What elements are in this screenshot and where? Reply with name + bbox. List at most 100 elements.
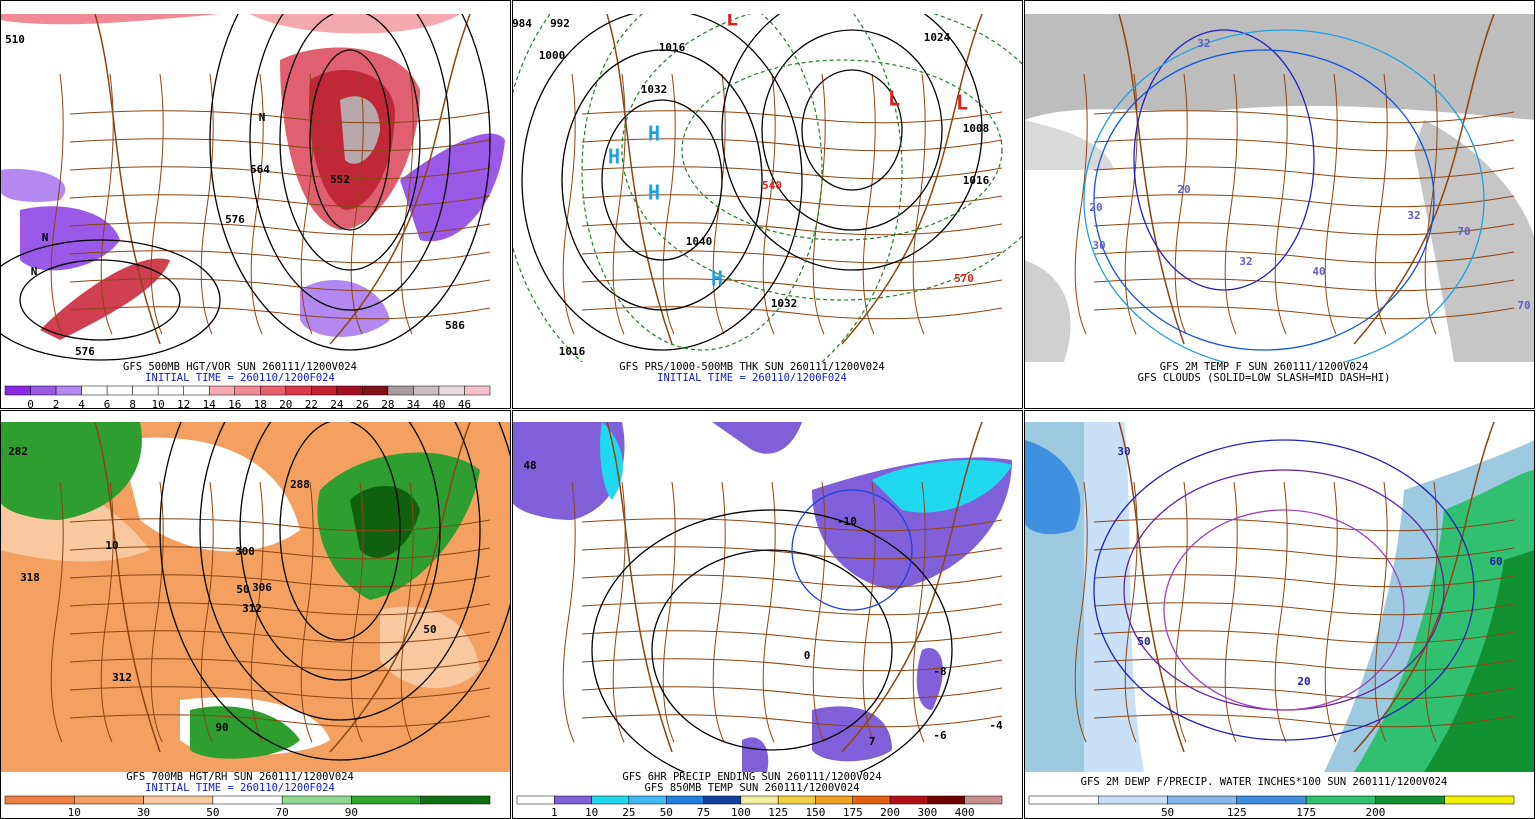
contour [801, 69, 903, 191]
boundary [581, 222, 1003, 236]
boundary [69, 138, 491, 152]
colorbar-segment [413, 385, 440, 396]
colorbar-label: 30 [137, 806, 150, 819]
contour [279, 422, 401, 641]
contour-label: 288 [290, 478, 310, 491]
contour [1083, 29, 1485, 362]
colorbar-label: 175 [843, 806, 863, 819]
colorbar-label: 200 [1365, 806, 1385, 819]
map: 30 50 20 60 [1024, 422, 1535, 772]
contour-label: 282 [8, 445, 28, 458]
boundary [300, 73, 314, 335]
contour [199, 422, 481, 721]
contour-label: N [42, 231, 49, 244]
contour [591, 509, 953, 772]
colorbar-segment [964, 795, 1003, 805]
shaded-area [300, 280, 390, 337]
boundary [581, 110, 1003, 124]
boundary [662, 481, 676, 743]
panel: 510 564 576 552 576 586 N N N GFS 500MB HGT/VOR S… [0, 0, 511, 411]
contour-label: N [31, 265, 38, 278]
colorbar-label: 18 [254, 398, 267, 411]
boundary [69, 714, 491, 728]
colorbar-label: 90 [345, 806, 358, 819]
coastline [94, 422, 471, 753]
colorbar-segment [815, 795, 854, 805]
colorbar-segment [4, 795, 75, 805]
contour-label: 1016 [659, 41, 686, 54]
boundary [812, 481, 826, 743]
caption: INITIAL TIME = 260110/1200F024 [657, 372, 847, 384]
boundary [581, 250, 1003, 264]
contour [19, 259, 181, 341]
boundary [581, 658, 1003, 672]
boundary [1424, 73, 1438, 335]
contour-label: 552 [330, 173, 350, 186]
panel-border [512, 0, 1023, 409]
contour-label: 1016 [559, 345, 586, 358]
contour-label: 10 [105, 539, 118, 552]
boundary [1093, 686, 1515, 700]
colorbar-segment [927, 795, 965, 805]
colorbar-label: 46 [458, 398, 471, 411]
contour-label: L [726, 7, 738, 31]
boundary [1093, 658, 1515, 672]
boundary [69, 306, 491, 320]
contour-label: 20 [1297, 675, 1310, 688]
shaded-area [916, 648, 943, 710]
contour-label: 40 [1312, 265, 1325, 278]
colorbar-segment [351, 795, 421, 805]
caption: INITIAL TIME = 260110/1200F024 [145, 782, 335, 794]
boundary [1093, 222, 1515, 236]
colorbar-label: 40 [432, 398, 445, 411]
boundary [1174, 73, 1188, 335]
boundary [562, 73, 576, 335]
colorbar-segment [285, 385, 312, 396]
boundary [912, 73, 926, 335]
boundary [862, 481, 876, 743]
boundary [1224, 481, 1238, 743]
contour [601, 99, 723, 261]
caption: GFS PRS/1000-500MB THK SUN 260111/1200V0… [619, 361, 885, 373]
colorbar-segment [30, 385, 57, 396]
contour-label: 70 [1517, 299, 1530, 312]
caption: INITIAL TIME = 260110/1200F024 [145, 372, 335, 384]
contour [651, 549, 893, 751]
shaded-area [0, 14, 220, 25]
panel: 282 288 300 306 312 318 312 10 50 50 90 GFS 700MB H… [0, 410, 511, 819]
colorbar-segment [1167, 795, 1238, 805]
caption: GFS 500MB HGT/VOR SUN 260111/1200V024 [123, 361, 357, 373]
contour [1093, 49, 1435, 351]
colorbar-segment [516, 795, 555, 805]
boundary [50, 481, 64, 743]
map: 510 564 576 552 576 586 N N N [0, 14, 511, 362]
contour-label: 1040 [686, 235, 713, 248]
contour-label: H [648, 181, 660, 205]
colorbar-segment [1444, 795, 1515, 805]
shaded-area [0, 422, 142, 520]
colorbar-segment [1305, 795, 1376, 805]
caption: GFS 2M TEMP F SUN 260111/1200V024 [1160, 361, 1369, 373]
boundary [50, 73, 64, 335]
shaded-area [1024, 120, 1114, 170]
contour-label: 510 [5, 33, 25, 46]
contour [309, 49, 391, 231]
boundary [350, 73, 364, 335]
colorbar-label: 22 [305, 398, 318, 411]
contour-label: H [608, 145, 620, 169]
boundary [1274, 481, 1288, 743]
contour-label: 306 [252, 581, 272, 594]
colorbar-label: 400 [955, 806, 975, 819]
shaded-area [712, 422, 802, 454]
boundary [1224, 73, 1238, 335]
colorbar-segment [1028, 795, 1099, 805]
colorbar-label: 50 [660, 806, 673, 819]
boundary [1424, 481, 1438, 743]
colorbar-segment [336, 385, 363, 396]
contour-label: -10 [837, 515, 857, 528]
boundary [69, 518, 491, 532]
colorbar-label: 125 [768, 806, 788, 819]
coastline [1118, 14, 1495, 345]
colorbar-label: 2 [53, 398, 60, 411]
contour [1093, 439, 1475, 741]
